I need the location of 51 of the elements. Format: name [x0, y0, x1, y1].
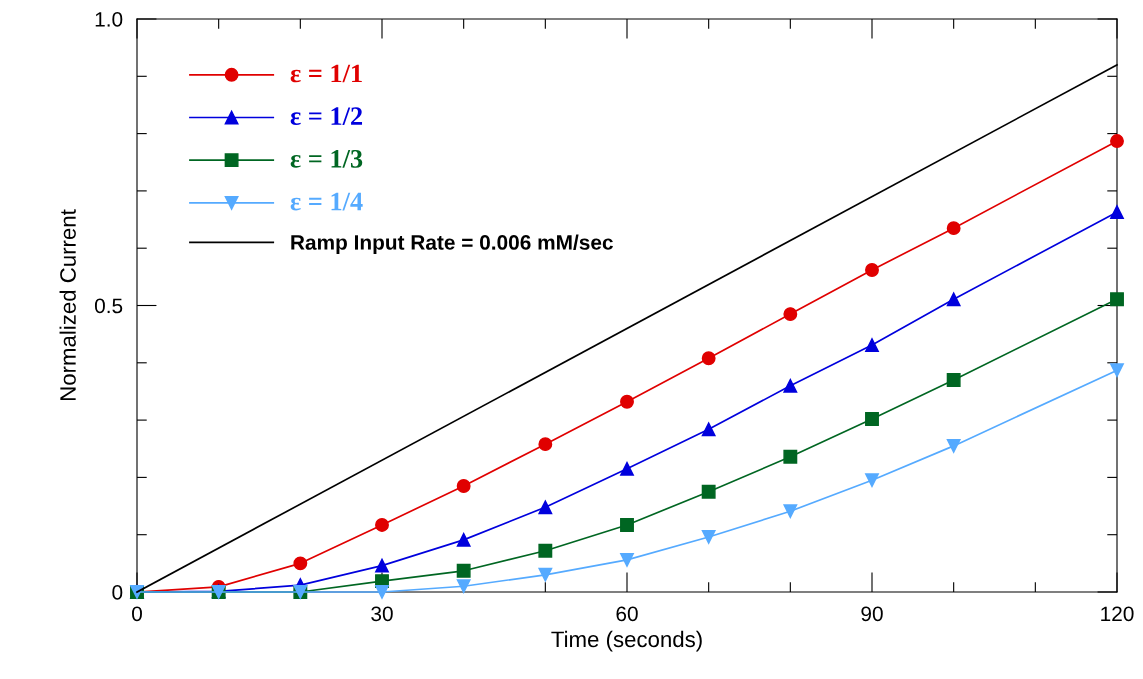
point: [538, 437, 553, 452]
point: [293, 556, 308, 571]
legend-label: Ramp Input Rate = 0.006 mM/sec: [291, 234, 613, 254]
point: [538, 567, 553, 582]
point: [538, 543, 553, 558]
point: [375, 518, 389, 532]
x-tick-label: 30: [371, 606, 393, 622]
x-tick-label: 90: [861, 606, 883, 622]
point: [946, 438, 961, 453]
legend-label: ε = 1/2: [290, 107, 363, 126]
point: [1110, 292, 1124, 307]
point: [456, 563, 471, 578]
point: [620, 552, 634, 567]
y-tick-label: 0: [112, 585, 123, 600]
point: [783, 307, 798, 322]
point: [701, 422, 716, 437]
point: [865, 263, 879, 277]
point: [946, 292, 961, 307]
point: [946, 221, 961, 236]
y-tick-label: 0.5: [94, 298, 123, 314]
point: [865, 338, 879, 352]
x-tick-label: 120: [1101, 606, 1134, 622]
point: [456, 532, 471, 547]
legend-label: ε = 1/4: [290, 192, 363, 211]
point: [946, 373, 961, 387]
point: [1110, 205, 1124, 220]
point: [456, 579, 471, 594]
legend-label: ε = 1/3: [290, 149, 363, 168]
point: [456, 479, 471, 493]
point: [620, 394, 634, 409]
point: [1110, 134, 1124, 148]
legend-label: ε = 1/1: [290, 64, 362, 83]
y-axis-title: Normalized Current: [59, 209, 76, 400]
point: [701, 351, 716, 366]
x-tick-label: 60: [616, 606, 638, 622]
point: [538, 500, 553, 515]
point: [375, 585, 389, 599]
point: [783, 378, 798, 393]
point: [865, 473, 879, 488]
point: [865, 412, 879, 426]
point: [701, 484, 716, 499]
point: [620, 518, 634, 532]
x-axis-title: Time (seconds): [551, 630, 702, 652]
x-tick-label: 0: [132, 606, 142, 622]
point: [701, 530, 716, 544]
point: [620, 461, 634, 476]
point: [375, 558, 389, 573]
point: [783, 504, 798, 519]
point: [1110, 363, 1124, 378]
y-tick-label: 1.0: [95, 12, 123, 27]
point: [783, 449, 798, 464]
